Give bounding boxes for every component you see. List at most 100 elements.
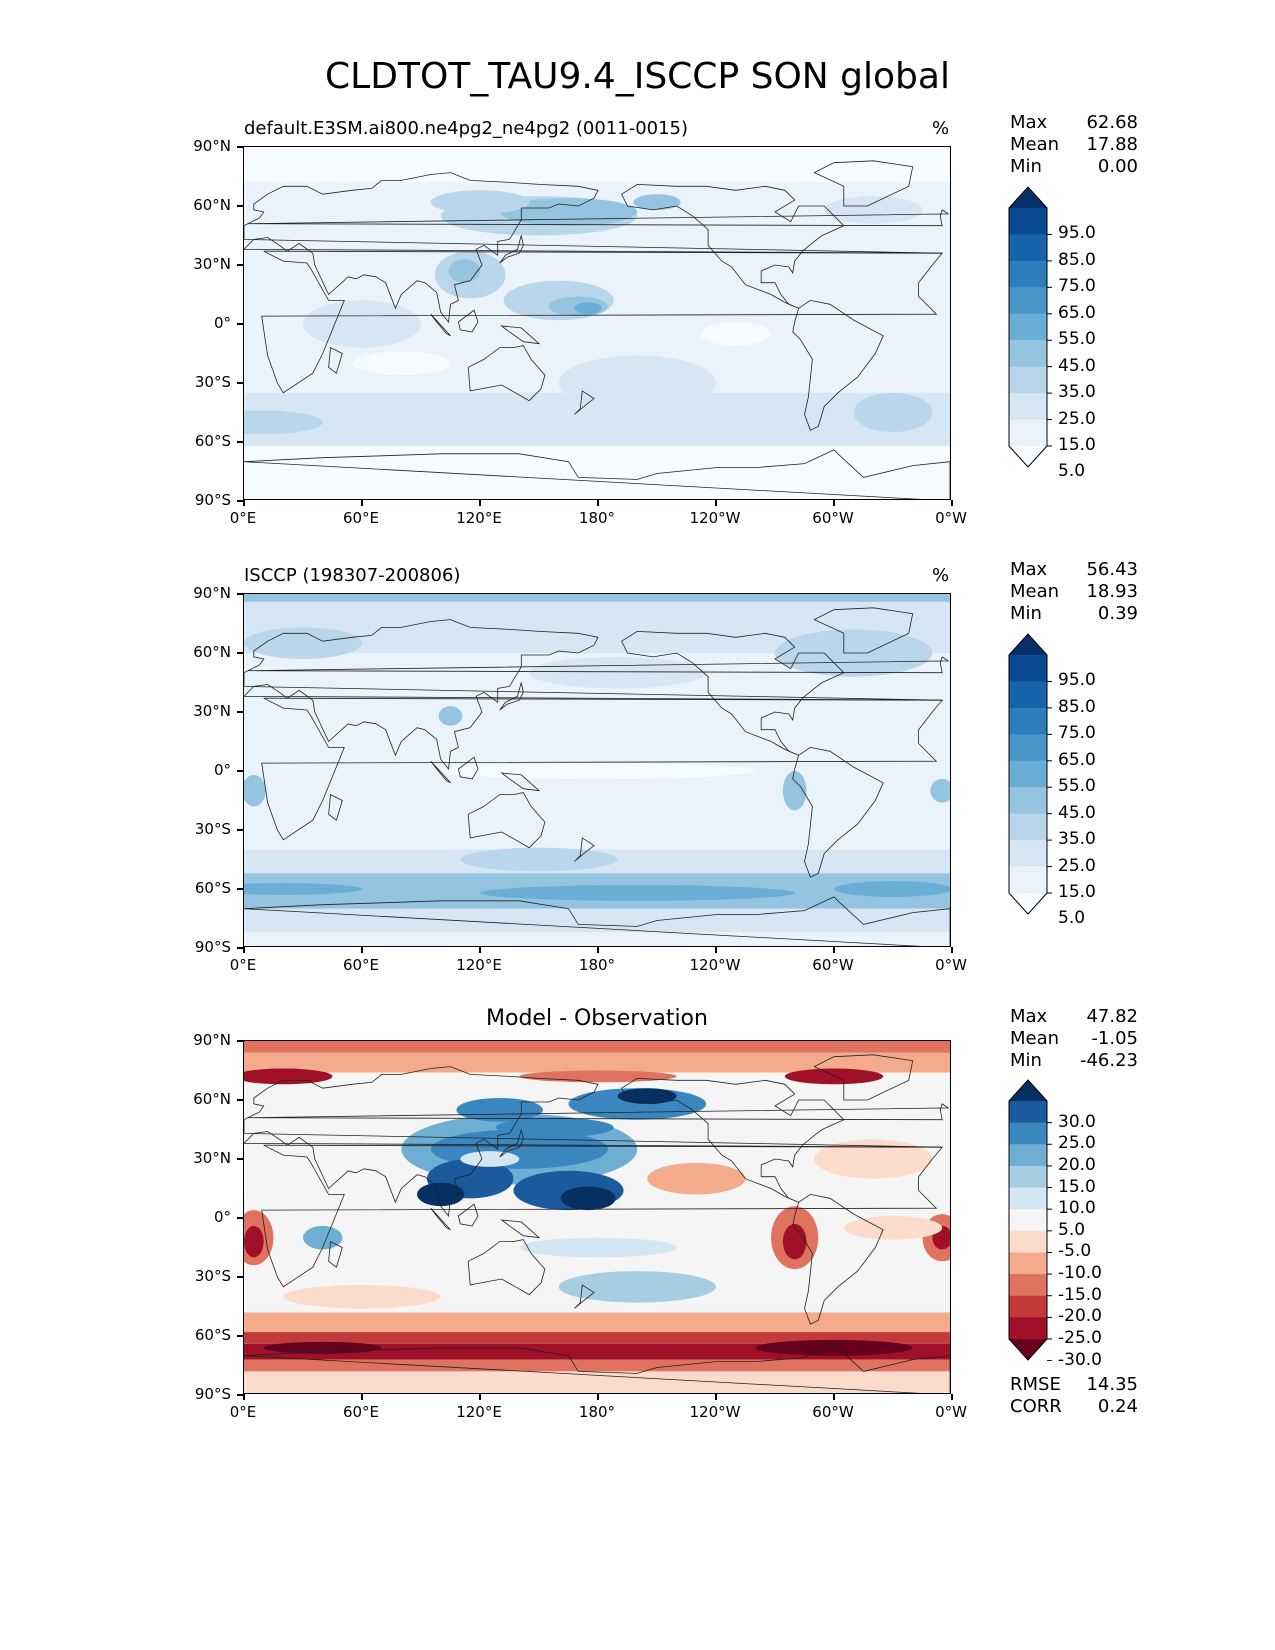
contour-region	[448, 259, 480, 283]
x-tick-mark	[597, 1394, 599, 1400]
coastline	[328, 793, 343, 821]
contour-region	[303, 1225, 343, 1250]
coastline	[244, 449, 950, 499]
colorbar-extend-bottom	[1009, 446, 1047, 467]
stat-label: Max	[1010, 559, 1048, 580]
contour-region	[700, 322, 772, 346]
coastline	[500, 325, 541, 345]
stat-label: Mean	[1010, 581, 1060, 602]
stat-label: CORR	[1010, 1396, 1062, 1417]
stat-row: Max 56.43	[1010, 559, 1138, 581]
y-tick-label: 90°N	[193, 137, 231, 155]
contour-region	[560, 1186, 616, 1211]
stat-row: Mean -1.05	[1010, 1028, 1138, 1050]
colorbar-segment	[1009, 208, 1047, 235]
contour-region	[244, 627, 362, 659]
contour-band	[244, 1312, 950, 1333]
contour-region	[519, 1070, 677, 1083]
stat-label: RMSE	[1010, 1374, 1061, 1395]
x-tick-mark	[243, 500, 245, 506]
contour-band	[244, 594, 950, 602]
x-tick-label: 120°W	[689, 1403, 741, 1421]
x-tick-mark	[479, 500, 481, 506]
colorbar-extend-bottom	[1009, 893, 1047, 914]
contour-region	[574, 302, 602, 315]
x-tick-label: 120°E	[456, 509, 502, 527]
stat-label: Min	[1010, 156, 1042, 177]
contour-region	[244, 1225, 264, 1258]
y-tick-mark	[237, 711, 243, 713]
stat-value: 17.88	[1086, 134, 1138, 155]
colorbar-label: -10.0	[1058, 1263, 1102, 1284]
colorbar-extend-bottom	[1009, 1339, 1047, 1360]
contour-region	[440, 763, 756, 779]
x-tick-label: 0°E	[229, 509, 257, 527]
x-tick-label: 120°W	[689, 509, 741, 527]
x-tick-mark	[833, 1394, 835, 1400]
colorbar-segment	[1009, 1252, 1047, 1275]
colorbar-segment	[1009, 1317, 1047, 1340]
colorbar-label: 20.0	[1058, 1154, 1096, 1175]
panel-3-metrics: RMSE 14.35 CORR 0.24	[1010, 1374, 1138, 1418]
x-tick-mark	[361, 1394, 363, 1400]
x-tick-mark	[951, 947, 953, 953]
y-tick-mark	[237, 1394, 243, 1396]
contour-region	[244, 774, 266, 807]
colorbar-segment	[1009, 813, 1047, 841]
coastline	[499, 235, 524, 264]
stat-label: Min	[1010, 1050, 1042, 1071]
coastline	[261, 697, 944, 841]
y-tick-label: 60°N	[193, 196, 231, 214]
y-tick-mark	[237, 1040, 243, 1042]
x-tick-label: 120°W	[689, 956, 741, 974]
panel-2-colorbar: 95.0 85.0 75.0 65.0 55.0 45.0 35.0 25.0 15.0 5.0	[1008, 633, 1128, 928]
contour-region	[930, 778, 950, 803]
y-tick-mark	[237, 1335, 243, 1337]
contour-region	[417, 1182, 465, 1207]
colorbar-label: 15.0	[1058, 435, 1096, 455]
colorbar-label: 35.0	[1058, 829, 1096, 850]
contour-region	[529, 656, 707, 689]
contour-region	[244, 883, 362, 895]
stat-row: Min 0.00	[1010, 156, 1138, 178]
colorbar-label: 30.0	[1058, 1111, 1096, 1132]
x-tick-label: 0°W	[935, 509, 967, 527]
coastline	[430, 1207, 451, 1231]
contour-region	[283, 1284, 441, 1309]
coastline	[792, 299, 884, 431]
contour-region	[495, 1117, 614, 1138]
contour-band	[244, 1052, 950, 1073]
contour-region	[834, 881, 950, 897]
contour-region	[853, 392, 933, 433]
y-tick-label: 60°N	[193, 643, 231, 661]
y-tick-mark	[237, 1099, 243, 1101]
colorbar-segment	[1009, 681, 1047, 709]
x-tick-label: 120°E	[456, 956, 502, 974]
contour-region	[322, 617, 559, 650]
colorbar-segment	[1009, 393, 1047, 421]
contour-band	[244, 1359, 950, 1372]
colorbar-label: 95.0	[1058, 223, 1096, 244]
coastline	[328, 1240, 343, 1268]
colorbar-segment	[1009, 234, 1047, 262]
colorbar-segment	[1009, 1230, 1047, 1253]
panel-3-title: Model - Observation	[486, 1006, 708, 1031]
panel-1-title: default.E3SM.ai800.ne4pg2_ne4pg2 (0011-0…	[244, 118, 689, 139]
coastline	[574, 390, 595, 415]
colorbar-segment	[1009, 340, 1047, 368]
panel-1-stats: Max 62.68 Mean 17.88 Min 0.00	[1010, 112, 1138, 178]
x-tick-mark	[243, 1394, 245, 1400]
contour-region	[617, 1088, 677, 1104]
coastline	[574, 837, 595, 862]
contour-region	[558, 1271, 716, 1303]
coastline	[430, 313, 451, 337]
contour-region	[303, 300, 421, 348]
coastlines	[244, 607, 950, 946]
y-tick-label: 30°S	[194, 373, 231, 391]
colorbar-label: 55.0	[1058, 329, 1096, 350]
contour-region	[352, 351, 451, 376]
contour-region	[460, 847, 618, 872]
y-tick-label: 0°	[213, 314, 231, 332]
stat-row: Mean 17.88	[1010, 134, 1138, 156]
colorbar-segment	[1009, 313, 1047, 341]
